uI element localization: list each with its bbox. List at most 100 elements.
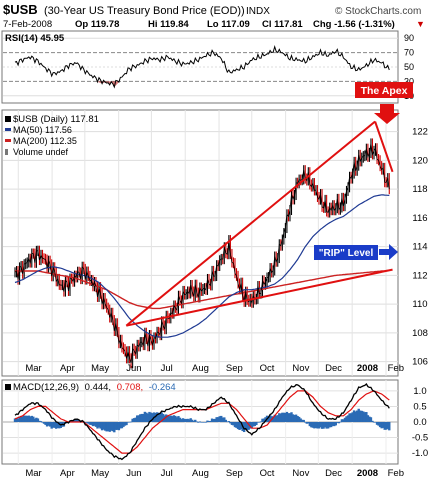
macd-hist-bar: [70, 420, 73, 422]
macd-hist-bar: [154, 412, 157, 422]
macd-hist-bar: [155, 412, 159, 422]
macd-hist-bar: [261, 418, 264, 422]
macd-hist-bar: [27, 415, 30, 422]
macd-hist-bar: [221, 417, 224, 422]
macd-hist-bar: [381, 422, 385, 428]
macd-hist-bar: [236, 422, 240, 430]
price-tick-label: 122: [412, 127, 428, 138]
macd-hist-bar: [165, 414, 168, 422]
macd-hist-bar: [258, 422, 261, 423]
macd-hist-bar: [93, 422, 96, 426]
price-tick-label: 112: [412, 270, 427, 281]
macd-hist-bar: [36, 418, 40, 422]
macd-hist-bar: [232, 422, 235, 426]
x-tick-label-bottom: Apr: [60, 468, 75, 479]
low-value: Lo 117.09: [207, 19, 250, 30]
macd-hist-bar: [388, 422, 391, 431]
macd-hist-bar: [256, 422, 260, 423]
macd-hist-bar: [129, 421, 133, 423]
macd-hist-bar: [195, 421, 198, 423]
x-axis-macd: Mar Apr May Jun Jul Aug Sep Oct Nov Dec 2008 Feb: [25, 468, 404, 479]
macd-hist-bar: [45, 422, 49, 427]
macd-hist-bar: [255, 422, 258, 426]
macd-hist-bar: [281, 412, 284, 422]
macd-hist-bar: [90, 422, 93, 425]
rsi-line: [14, 44, 390, 89]
x-tick-label: Jun: [126, 363, 141, 374]
description-label: (30-Year US Treasury Bond Price (EOD)): [44, 5, 245, 17]
price-axis: 122 120 118 116 114 112 110 108 106: [412, 127, 428, 368]
macd-hist-bar: [100, 422, 104, 431]
macd-hist-bar: [102, 422, 105, 430]
macd-hist-bar: [307, 422, 310, 424]
macd-hist-bar: [259, 421, 263, 423]
macd-hist-bar: [242, 422, 246, 433]
macd-hist-bar: [334, 422, 338, 426]
x-tick-label-bottom: Jul: [161, 468, 173, 479]
macd-hist-bar: [285, 411, 289, 422]
macd-hist-bar: [21, 416, 24, 422]
macd-hist-bar: [197, 422, 200, 423]
legend-ma50: MA(50) 117.56: [13, 125, 72, 135]
price-line: [14, 143, 390, 364]
macd-hist-bar: [340, 419, 344, 422]
macd-hist-bar: [278, 413, 281, 422]
change-value: Chg -1.56 (-1.31%): [313, 19, 395, 30]
macd-hist-bar: [282, 412, 286, 422]
macd-hist-bar: [226, 421, 229, 423]
macd-tick-label: 1.0: [413, 386, 426, 397]
macd-hist-bar: [161, 413, 165, 422]
macd-hist-bar: [146, 413, 150, 422]
macd-hist-bar: [294, 414, 298, 422]
macd-hist-bar: [172, 415, 176, 422]
macd-hist-bar: [238, 422, 241, 430]
symbol-label: $USB: [3, 2, 38, 17]
macd-hist-bar: [279, 413, 283, 422]
macd-hist-bar: [368, 416, 371, 422]
macd-hist-bar: [377, 422, 380, 426]
macd-hist-bar: [330, 422, 333, 428]
macd-hist-bar: [134, 417, 137, 422]
macd-hist-bar: [218, 416, 221, 422]
macd-hist-bar: [233, 422, 237, 428]
macd-tick-label: -0.5: [412, 433, 428, 444]
price-tick-label: 110: [412, 299, 427, 310]
macd-hist-bar: [302, 419, 305, 422]
macd-hist-bar: [268, 415, 272, 422]
trendline-support: [125, 120, 376, 327]
macd-tick-label: 0.5: [413, 401, 426, 412]
macd-hist-bar: [77, 419, 81, 422]
macd-hist-bar: [94, 422, 98, 427]
macd-hist-bar: [293, 415, 296, 422]
macd-hist-bar: [352, 410, 356, 422]
macd-hist-bar: [198, 421, 202, 423]
legend-swatch-volume: [5, 149, 8, 155]
watermark: © StockCharts.com: [335, 6, 421, 17]
macd-hist-bar: [351, 412, 354, 422]
macd-hist-bar: [224, 419, 228, 422]
macd-hist-bar: [178, 417, 182, 422]
price-tick-label: 118: [412, 184, 427, 195]
macd-hist-bar: [140, 413, 143, 422]
macd-hist-bar: [247, 422, 250, 430]
x-tick-label: Aug: [192, 363, 209, 374]
macd-hist-bar: [291, 414, 295, 422]
macd-hist-bar: [108, 422, 111, 432]
macd-hist-bar: [369, 417, 373, 422]
macd-hist-bar: [157, 412, 160, 422]
macd-hist-bar: [151, 413, 154, 422]
macd-hist-bar: [122, 422, 125, 427]
macd-hist-bar: [331, 422, 334, 426]
macd-hist-bar: [215, 417, 218, 422]
macd-hist-bar: [39, 421, 43, 422]
rip-right-arrow-icon: [379, 244, 398, 260]
legend-swatch-ma50: [5, 128, 11, 131]
macd-hist-bar: [42, 422, 46, 424]
macd-hist-bar: [15, 417, 18, 422]
macd-hist-bar: [339, 421, 342, 423]
macd-hist-bar: [252, 422, 255, 427]
price-tick-label: 114: [412, 242, 427, 253]
macd-hist-bar: [362, 411, 365, 422]
macd-hist-bar: [169, 415, 173, 422]
macd-hist-bar: [32, 416, 35, 422]
